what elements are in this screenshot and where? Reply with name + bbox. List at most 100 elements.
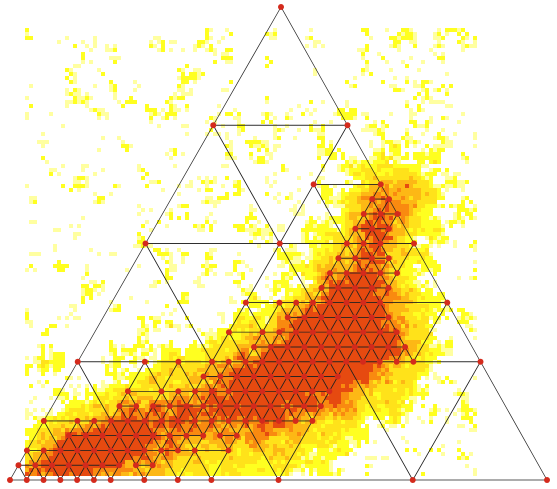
- heat-cell: [149, 392, 153, 396]
- heat-cell: [229, 432, 233, 436]
- heat-cell: [257, 344, 261, 348]
- heat-cell: [361, 252, 365, 256]
- heat-cell: [93, 424, 97, 428]
- heat-cell: [437, 32, 441, 36]
- heat-cell: [109, 344, 113, 348]
- heat-cell: [345, 168, 349, 172]
- heat-cell: [349, 212, 353, 216]
- heat-cell: [313, 344, 317, 348]
- heat-cell: [413, 36, 417, 40]
- heat-cell: [273, 128, 277, 132]
- heat-cell: [445, 116, 449, 120]
- heat-cell: [345, 252, 349, 256]
- heat-cell: [425, 88, 429, 92]
- heat-cell: [193, 348, 197, 352]
- heat-cell: [385, 192, 389, 196]
- heat-cell: [189, 92, 193, 96]
- heat-cell: [341, 228, 345, 232]
- heat-cell: [369, 232, 373, 236]
- heat-cell: [413, 32, 417, 36]
- heat-cell: [349, 388, 353, 392]
- heat-cell: [197, 76, 201, 80]
- heat-cell: [153, 436, 157, 440]
- heat-cell: [105, 396, 109, 400]
- heat-cell: [97, 392, 101, 396]
- heat-cell: [277, 136, 281, 140]
- heat-cell: [297, 316, 301, 320]
- heat-cell: [133, 416, 137, 420]
- heat-cell: [209, 200, 213, 204]
- heat-cell: [297, 312, 301, 316]
- heat-cell: [93, 84, 97, 88]
- heat-cell: [181, 92, 185, 96]
- heat-cell: [225, 400, 229, 404]
- heat-cell: [225, 28, 229, 32]
- heat-cell: [217, 388, 221, 392]
- heat-cell: [233, 300, 237, 304]
- heat-cell: [241, 312, 245, 316]
- heat-cell: [389, 208, 393, 212]
- heat-cell: [141, 176, 145, 180]
- heat-cell: [161, 432, 165, 436]
- heat-cell: [377, 296, 381, 300]
- heat-cell: [353, 240, 357, 244]
- heat-cell: [405, 268, 409, 272]
- heat-cell: [317, 152, 321, 156]
- heat-cell: [121, 400, 125, 404]
- heat-cell: [413, 392, 417, 396]
- heat-cell: [57, 172, 61, 176]
- heat-cell: [425, 288, 429, 292]
- heat-cell: [445, 304, 449, 308]
- heat-cell: [397, 204, 401, 208]
- heat-cell: [469, 328, 473, 332]
- heat-cell: [161, 364, 165, 368]
- heat-cell: [357, 420, 361, 424]
- heat-cell: [389, 388, 393, 392]
- heat-cell: [341, 312, 345, 316]
- heat-cell: [353, 232, 357, 236]
- heat-cell: [321, 240, 325, 244]
- heat-cell: [249, 228, 253, 232]
- heat-cell: [121, 144, 125, 148]
- heat-cell: [145, 324, 149, 328]
- heat-cell: [301, 304, 305, 308]
- heat-cell: [257, 416, 261, 420]
- heat-cell: [141, 404, 145, 408]
- heat-cell: [165, 412, 169, 416]
- heat-cell: [381, 248, 385, 252]
- heat-cell: [385, 252, 389, 256]
- heat-cell: [369, 128, 373, 132]
- heat-cell: [109, 300, 113, 304]
- heat-cell: [237, 260, 241, 264]
- heat-cell: [293, 336, 297, 340]
- heat-cell: [301, 252, 305, 256]
- heat-cell: [281, 276, 285, 280]
- heat-cell: [445, 220, 449, 224]
- heat-cell: [301, 420, 305, 424]
- heat-cell: [317, 180, 321, 184]
- heat-cell: [169, 376, 173, 380]
- heat-cell: [369, 188, 373, 192]
- heat-cell: [429, 348, 433, 352]
- heat-cell: [205, 200, 209, 204]
- heat-cell: [305, 236, 309, 240]
- heat-cell: [313, 260, 317, 264]
- heat-cell: [245, 216, 249, 220]
- heat-cell: [353, 380, 357, 384]
- heat-cell: [233, 184, 237, 188]
- heat-cell: [393, 84, 397, 88]
- heat-cell: [469, 212, 473, 216]
- heat-cell: [109, 400, 113, 404]
- heat-cell: [409, 376, 413, 380]
- heat-cell: [305, 228, 309, 232]
- heat-cell: [77, 92, 81, 96]
- heat-cell: [105, 364, 109, 368]
- heat-cell: [413, 376, 417, 380]
- heat-cell: [153, 420, 157, 424]
- heat-cell: [349, 208, 353, 212]
- heat-cell: [409, 228, 413, 232]
- heat-cell: [433, 308, 437, 312]
- heat-cell: [45, 140, 49, 144]
- heat-cell: [249, 152, 253, 156]
- heat-cell: [85, 292, 89, 296]
